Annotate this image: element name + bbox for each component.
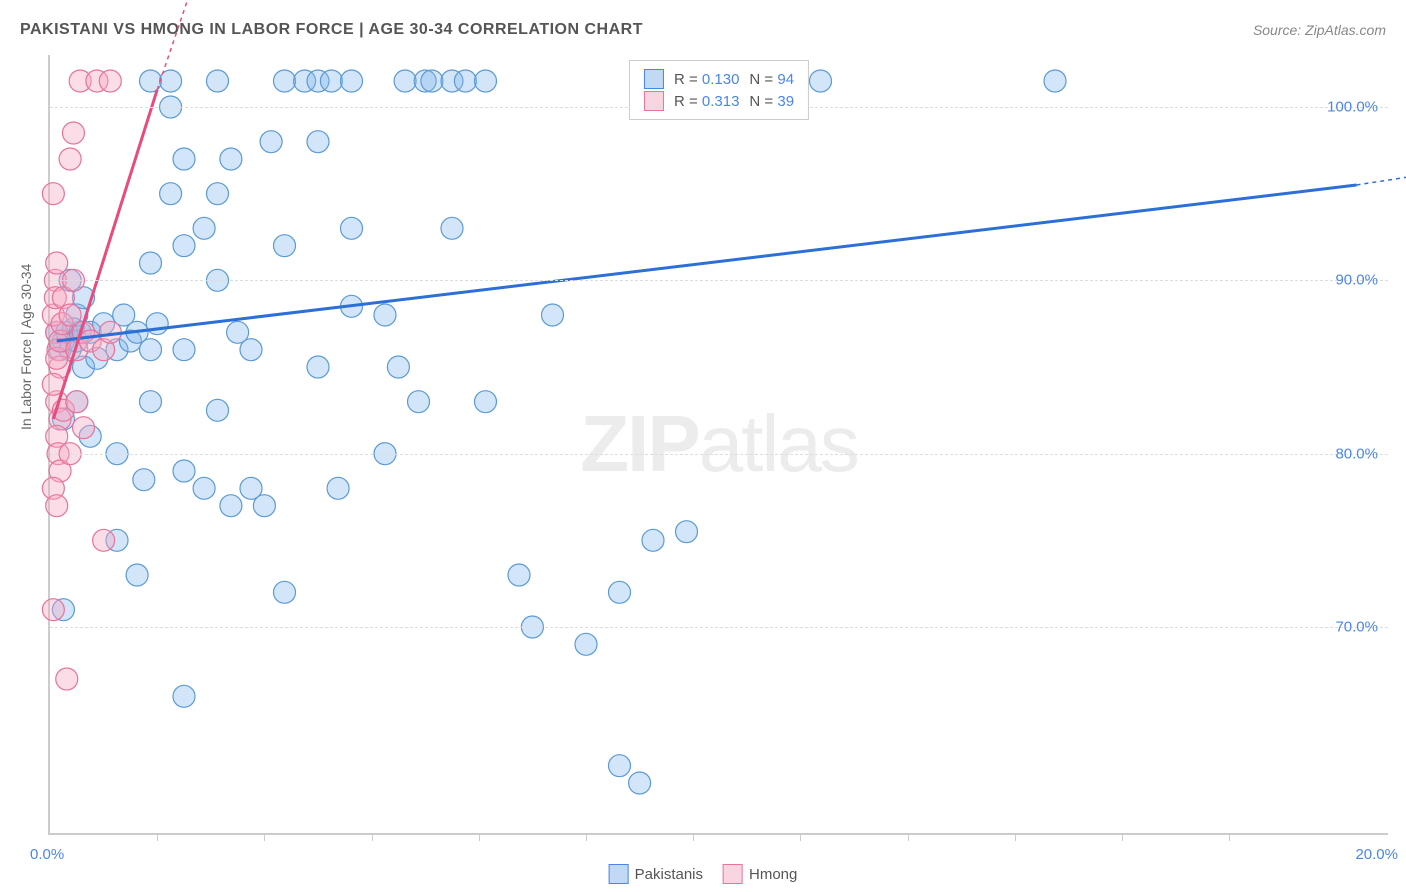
legend-swatch-blue-icon bbox=[644, 69, 664, 89]
data-point bbox=[387, 356, 409, 378]
data-point bbox=[240, 339, 262, 361]
data-point bbox=[810, 70, 832, 92]
data-point bbox=[320, 70, 342, 92]
legend-swatch-pink-icon bbox=[644, 91, 664, 111]
chart-title: PAKISTANI VS HMONG IN LABOR FORCE | AGE … bbox=[20, 21, 643, 39]
data-point bbox=[193, 477, 215, 499]
data-point bbox=[173, 148, 195, 170]
data-point bbox=[374, 304, 396, 326]
data-point bbox=[575, 633, 597, 655]
legend-swatch-blue-icon bbox=[609, 864, 629, 884]
data-point bbox=[475, 391, 497, 413]
source-label: Source: ZipAtlas.com bbox=[1253, 22, 1386, 38]
data-point bbox=[173, 685, 195, 707]
data-point bbox=[173, 339, 195, 361]
data-point bbox=[56, 668, 78, 690]
data-point bbox=[140, 252, 162, 274]
data-point bbox=[126, 564, 148, 586]
y-tick-label: 70.0% bbox=[1335, 619, 1378, 636]
x-tick-label: 0.0% bbox=[30, 846, 64, 863]
data-point bbox=[173, 460, 195, 482]
legend-item: Hmong bbox=[723, 864, 797, 884]
data-point bbox=[193, 217, 215, 239]
trend-line-extension bbox=[1357, 169, 1406, 185]
data-point bbox=[441, 217, 463, 239]
data-point bbox=[327, 477, 349, 499]
header: PAKISTANI VS HMONG IN LABOR FORCE | AGE … bbox=[0, 0, 1406, 50]
data-point bbox=[341, 70, 363, 92]
data-point bbox=[454, 70, 476, 92]
data-point bbox=[274, 581, 296, 603]
legend-label: Pakistanis bbox=[635, 866, 703, 883]
data-point bbox=[609, 581, 631, 603]
data-point bbox=[62, 122, 84, 144]
data-point bbox=[394, 70, 416, 92]
data-point bbox=[46, 495, 68, 517]
chart-container: PAKISTANI VS HMONG IN LABOR FORCE | AGE … bbox=[0, 0, 1406, 892]
data-point bbox=[66, 391, 88, 413]
legend-stat-row: R = 0.130 N = 94 bbox=[644, 69, 794, 89]
data-point bbox=[609, 755, 631, 777]
data-point bbox=[307, 356, 329, 378]
data-point bbox=[220, 495, 242, 517]
plot-area: ZIPatlas R = 0.130 N = 94 R = 0.313 N = … bbox=[48, 55, 1388, 835]
data-point bbox=[676, 521, 698, 543]
data-point bbox=[133, 469, 155, 491]
data-point bbox=[421, 70, 443, 92]
data-point bbox=[629, 772, 651, 794]
data-point bbox=[408, 391, 430, 413]
legend-item: Pakistanis bbox=[609, 864, 703, 884]
data-point bbox=[59, 304, 81, 326]
data-point bbox=[140, 391, 162, 413]
y-axis-label: In Labor Force | Age 30-34 bbox=[18, 264, 34, 430]
data-point bbox=[173, 235, 195, 257]
legend-stat-row: R = 0.313 N = 39 bbox=[644, 91, 794, 111]
trend-line bbox=[57, 185, 1357, 341]
data-point bbox=[253, 495, 275, 517]
chart-svg bbox=[50, 55, 1388, 833]
legend-series: Pakistanis Hmong bbox=[609, 864, 798, 884]
data-point bbox=[59, 148, 81, 170]
x-tick-label: 20.0% bbox=[1355, 846, 1398, 863]
y-tick-label: 90.0% bbox=[1335, 272, 1378, 289]
y-tick-label: 80.0% bbox=[1335, 445, 1378, 462]
data-point bbox=[207, 70, 229, 92]
data-point bbox=[207, 399, 229, 421]
data-point bbox=[274, 235, 296, 257]
data-point bbox=[99, 70, 121, 92]
legend-stats: R = 0.130 N = 94 R = 0.313 N = 39 bbox=[629, 60, 809, 120]
data-point bbox=[307, 131, 329, 153]
data-point bbox=[341, 217, 363, 239]
data-point bbox=[1044, 70, 1066, 92]
data-point bbox=[642, 529, 664, 551]
data-point bbox=[508, 564, 530, 586]
data-point bbox=[260, 131, 282, 153]
data-point bbox=[220, 148, 242, 170]
data-point bbox=[274, 70, 296, 92]
data-point bbox=[46, 252, 68, 274]
data-point bbox=[207, 183, 229, 205]
data-point bbox=[475, 70, 497, 92]
y-tick-label: 100.0% bbox=[1327, 99, 1378, 116]
data-point bbox=[42, 599, 64, 621]
legend-swatch-pink-icon bbox=[723, 864, 743, 884]
data-point bbox=[140, 339, 162, 361]
legend-label: Hmong bbox=[749, 866, 797, 883]
data-point bbox=[73, 417, 95, 439]
data-point bbox=[542, 304, 564, 326]
data-point bbox=[160, 183, 182, 205]
data-point bbox=[42, 183, 64, 205]
data-point bbox=[93, 529, 115, 551]
